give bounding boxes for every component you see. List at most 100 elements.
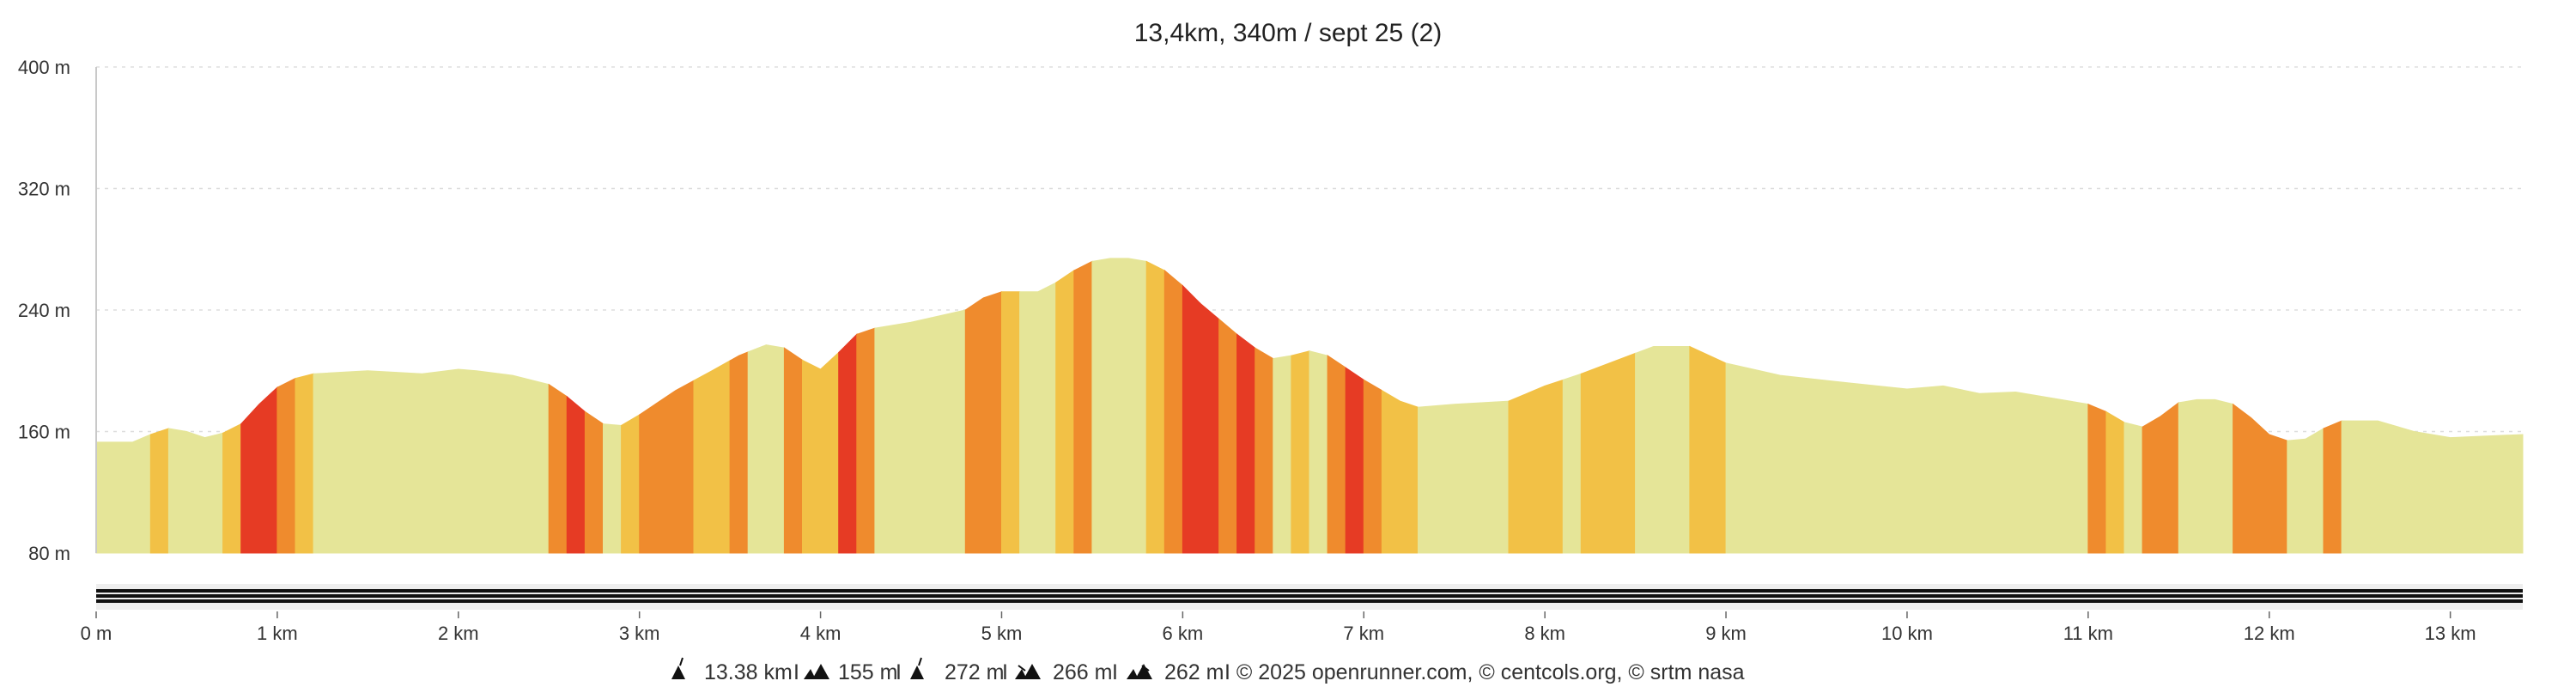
gradient-band-moderate	[1580, 352, 1637, 554]
gradient-band-steep	[729, 351, 749, 554]
gradient-band-steep	[2142, 401, 2179, 554]
footer-separator: I	[793, 660, 799, 684]
gradient-band-moderate	[1689, 345, 1727, 554]
footer-stats: 13.38 km I 155 m I 272 m I 266 m I	[671, 657, 1745, 684]
footer-credits: I © 2025 openrunner.com, © centcols.org,…	[1224, 660, 1745, 684]
gradient-band-flat	[2341, 420, 2524, 554]
gradient-band-moderate	[222, 423, 242, 554]
track-line-middle	[96, 594, 2523, 598]
gradient-band-flat	[1091, 258, 1147, 554]
gradient-band-flat	[2123, 422, 2143, 554]
footer-elevation-gain: 155 m	[838, 660, 897, 684]
gradient-band-moderate	[149, 428, 169, 554]
x-tick-label: 6 km	[1163, 623, 1204, 644]
gradient-band-steep	[548, 383, 568, 554]
footer-distance: 13.38 km	[704, 660, 793, 684]
gradient-band-steep	[1327, 355, 1346, 554]
gradient-band-flat	[1019, 282, 1057, 554]
gradient-band-steep	[2233, 403, 2288, 554]
y-tick-label: 240 m	[18, 300, 70, 321]
route-track-strip	[96, 584, 2523, 610]
x-tick-label: 13 km	[2425, 623, 2476, 644]
y-tick-label: 80 m	[28, 543, 70, 564]
y-tick-label: 160 m	[18, 422, 70, 443]
gradient-band-flat	[313, 368, 550, 554]
track-line-bottom	[96, 599, 2523, 603]
gradient-band-moderate	[295, 373, 314, 554]
gradient-band-very-steep	[566, 395, 586, 554]
footer-separator: I	[1112, 660, 1118, 684]
gradient-band-steep	[1255, 347, 1274, 554]
gradient-band-very-steep	[1182, 284, 1220, 554]
gradient-band-very-steep	[240, 386, 278, 554]
gradient-band-flat	[1635, 346, 1691, 554]
gradient-band-moderate	[621, 414, 641, 554]
gradient-band-steep	[1073, 260, 1093, 554]
x-tick-label: 0 m	[81, 623, 112, 644]
footer-min-altitude: 266 m	[1053, 660, 1112, 684]
y-tick-label: 320 m	[18, 179, 70, 200]
gradient-band-flat	[1725, 362, 2089, 554]
gradient-band-moderate	[1291, 350, 1310, 554]
gradient-band-moderate	[802, 351, 840, 554]
x-tick-label: 2 km	[438, 623, 479, 644]
chart-title: 13,4km, 340m / sept 25 (2)	[1134, 19, 1443, 47]
gradient-band-steep	[2323, 420, 2342, 554]
gradient-band-steep	[639, 380, 695, 554]
track-line-top	[96, 589, 2523, 593]
gradient-band-flat	[1309, 350, 1328, 554]
gradient-band-steep	[856, 327, 876, 554]
gradient-band-flat	[2287, 428, 2324, 554]
x-tick-label: 1 km	[257, 623, 298, 644]
gradient-band-moderate	[1055, 270, 1075, 554]
x-axis-ticks: 0 m 1 km 2 km 3 km 4 km 5 km 6 km 7 km 8 km 9 km 1…	[81, 611, 2476, 644]
gradient-band-flat	[167, 428, 224, 554]
gradient-band-steep	[964, 291, 1002, 554]
x-tick-label: 7 km	[1343, 623, 1384, 644]
elevation-profile	[95, 258, 2524, 554]
gradient-band-steep	[584, 410, 604, 554]
gradient-band-very-steep	[1345, 367, 1364, 554]
x-tick-label: 3 km	[619, 623, 660, 644]
gradient-band-steep	[1218, 318, 1238, 554]
min-altitude-icon	[1015, 664, 1041, 679]
gradient-band-flat	[1562, 373, 1582, 554]
elevation-gain-icon	[804, 664, 829, 679]
footer-separator: I	[896, 660, 902, 684]
x-tick-label: 8 km	[1524, 623, 1565, 644]
footer-max-altitude: 272 m	[945, 660, 1004, 684]
gradient-band-flat	[747, 344, 785, 554]
x-tick-label: 12 km	[2244, 623, 2295, 644]
gradient-band-flat	[95, 434, 151, 554]
distance-icon	[671, 657, 685, 679]
gradient-band-flat	[2178, 398, 2234, 554]
gradient-band-moderate	[1001, 291, 1021, 554]
gradient-band-moderate	[1145, 260, 1165, 554]
gradient-band-very-steep	[1236, 333, 1256, 554]
gradient-band-moderate	[1381, 389, 1419, 554]
gradient-band-flat	[603, 423, 623, 554]
x-tick-label: 5 km	[981, 623, 1023, 644]
x-tick-label: 11 km	[2063, 623, 2113, 644]
gradient-band-flat	[1273, 355, 1292, 554]
gradient-band-steep	[2087, 403, 2107, 554]
gradient-band-moderate	[2105, 410, 2125, 554]
max-altitude-icon	[910, 657, 924, 679]
gradient-band-moderate	[1508, 379, 1564, 554]
climb-icon	[1127, 664, 1152, 679]
x-tick-label: 10 km	[1881, 623, 1933, 644]
x-tick-label: 4 km	[800, 623, 841, 644]
gradient-band-flat	[1418, 400, 1510, 554]
gradient-band-very-steep	[838, 333, 858, 554]
gradient-band-steep	[1163, 269, 1183, 554]
footer-separator: I	[1002, 660, 1008, 684]
gradient-band-moderate	[693, 360, 731, 554]
footer-climb: 262 m	[1164, 660, 1224, 684]
y-tick-label: 400 m	[18, 57, 70, 78]
y-axis-ticks: 80 m 160 m 240 m 320 m 400 m	[18, 57, 70, 564]
gradient-band-steep	[783, 347, 803, 554]
gradient-band-flat	[874, 309, 966, 554]
gradient-band-steep	[276, 377, 296, 554]
